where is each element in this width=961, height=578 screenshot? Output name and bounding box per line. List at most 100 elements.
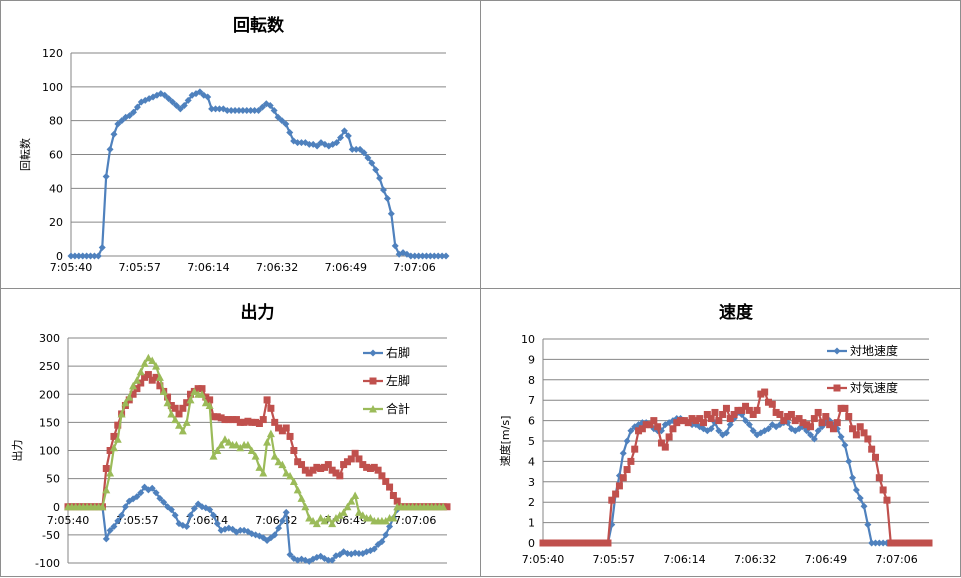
data-point <box>121 503 129 511</box>
data-point <box>354 508 363 516</box>
data-point <box>247 446 256 454</box>
data-point <box>917 539 925 547</box>
data-point <box>627 457 635 465</box>
data-point <box>335 511 344 519</box>
data-point <box>129 390 137 398</box>
data-point <box>223 107 231 115</box>
data-point <box>376 174 384 182</box>
data-point <box>669 417 677 425</box>
data-point <box>368 159 376 167</box>
legend-label: 左脚 <box>386 373 410 388</box>
data-point <box>856 423 864 431</box>
chart-title: 速度 <box>719 302 754 323</box>
data-point <box>370 463 378 471</box>
data-point <box>925 539 933 547</box>
data-point <box>171 511 179 519</box>
data-point <box>726 421 734 429</box>
data-point <box>282 120 290 128</box>
data-point <box>294 139 302 147</box>
data-point <box>152 362 161 370</box>
y-tick-label: 60 <box>49 149 63 162</box>
data-point <box>443 503 451 511</box>
data-point <box>197 390 206 398</box>
data-point <box>378 472 386 480</box>
data-point <box>891 539 899 547</box>
data-point <box>703 427 711 435</box>
data-point <box>638 425 646 433</box>
y-tick-label: 300 <box>39 332 60 345</box>
data-point <box>787 425 795 433</box>
x-tick-label: 7:06:32 <box>256 261 298 274</box>
y-tick-label: 3 <box>528 476 535 489</box>
data-point <box>722 429 730 437</box>
data-point <box>114 421 122 429</box>
data-point <box>615 472 623 480</box>
data-point <box>255 420 263 427</box>
x-tick-label: 7:05:57 <box>118 261 160 274</box>
power-chart-panel: 出力 -100 -50 0 50 100 150 200 250 300 7:05:40 7:05:5… <box>0 288 481 577</box>
data-point <box>352 145 360 153</box>
data-point <box>871 453 879 461</box>
y-tick-label: -50 <box>42 529 60 542</box>
data-point <box>235 107 243 115</box>
data-point <box>818 419 826 427</box>
data-point <box>382 531 390 539</box>
data-point <box>282 508 290 516</box>
data-point <box>439 502 448 511</box>
data-point <box>94 252 102 260</box>
data-point <box>236 418 244 426</box>
legend-marker <box>369 377 377 385</box>
data-point <box>187 390 195 398</box>
data-point <box>635 427 643 435</box>
data-point <box>393 497 401 505</box>
x-tick-label: 7:06:49 <box>325 261 367 274</box>
data-point <box>608 496 616 504</box>
data-point <box>761 388 769 396</box>
data-point <box>217 440 226 449</box>
data-point <box>83 252 91 260</box>
legend-marker <box>369 349 377 357</box>
data-point <box>90 252 98 260</box>
y-tick-label: 2 <box>528 496 535 509</box>
data-point <box>391 242 399 250</box>
data-point <box>290 447 298 454</box>
data-point <box>289 477 298 485</box>
data-point <box>171 415 180 424</box>
data-point <box>184 96 192 104</box>
data-point <box>258 103 266 111</box>
data-point <box>845 413 853 421</box>
data-point <box>229 416 237 424</box>
data-point <box>71 252 79 260</box>
data-point <box>562 539 570 547</box>
data-point <box>236 443 245 452</box>
data-point <box>875 474 883 482</box>
y-axis-label: 速度[m/s] <box>498 416 512 467</box>
data-point <box>604 539 612 547</box>
x-tick-label: 7:06:14 <box>187 261 229 274</box>
data-point <box>860 502 868 510</box>
data-point <box>148 484 156 492</box>
data-point <box>270 452 279 460</box>
data-point <box>236 526 244 534</box>
data-point <box>356 145 364 153</box>
data-point <box>255 463 264 471</box>
data-point <box>79 252 87 260</box>
data-point <box>176 105 184 113</box>
data-point <box>711 408 719 416</box>
speed-chart-panel: 速度 0 1 2 3 4 5 6 7 8 9 10 7:05:40 7:05:57 7:06:14 7:06:… <box>480 288 961 577</box>
data-point <box>136 367 145 376</box>
data-point <box>749 410 757 418</box>
data-point <box>172 101 180 109</box>
data-point <box>871 539 879 547</box>
data-point <box>102 172 110 180</box>
data-point <box>255 107 262 115</box>
data-point <box>642 421 650 429</box>
data-point <box>738 406 746 414</box>
data-point <box>860 429 868 437</box>
empty-panel <box>480 0 961 289</box>
data-point <box>266 429 275 438</box>
data-point <box>841 441 849 449</box>
data-point <box>140 359 149 367</box>
data-point <box>271 418 279 426</box>
data-point <box>278 117 286 125</box>
